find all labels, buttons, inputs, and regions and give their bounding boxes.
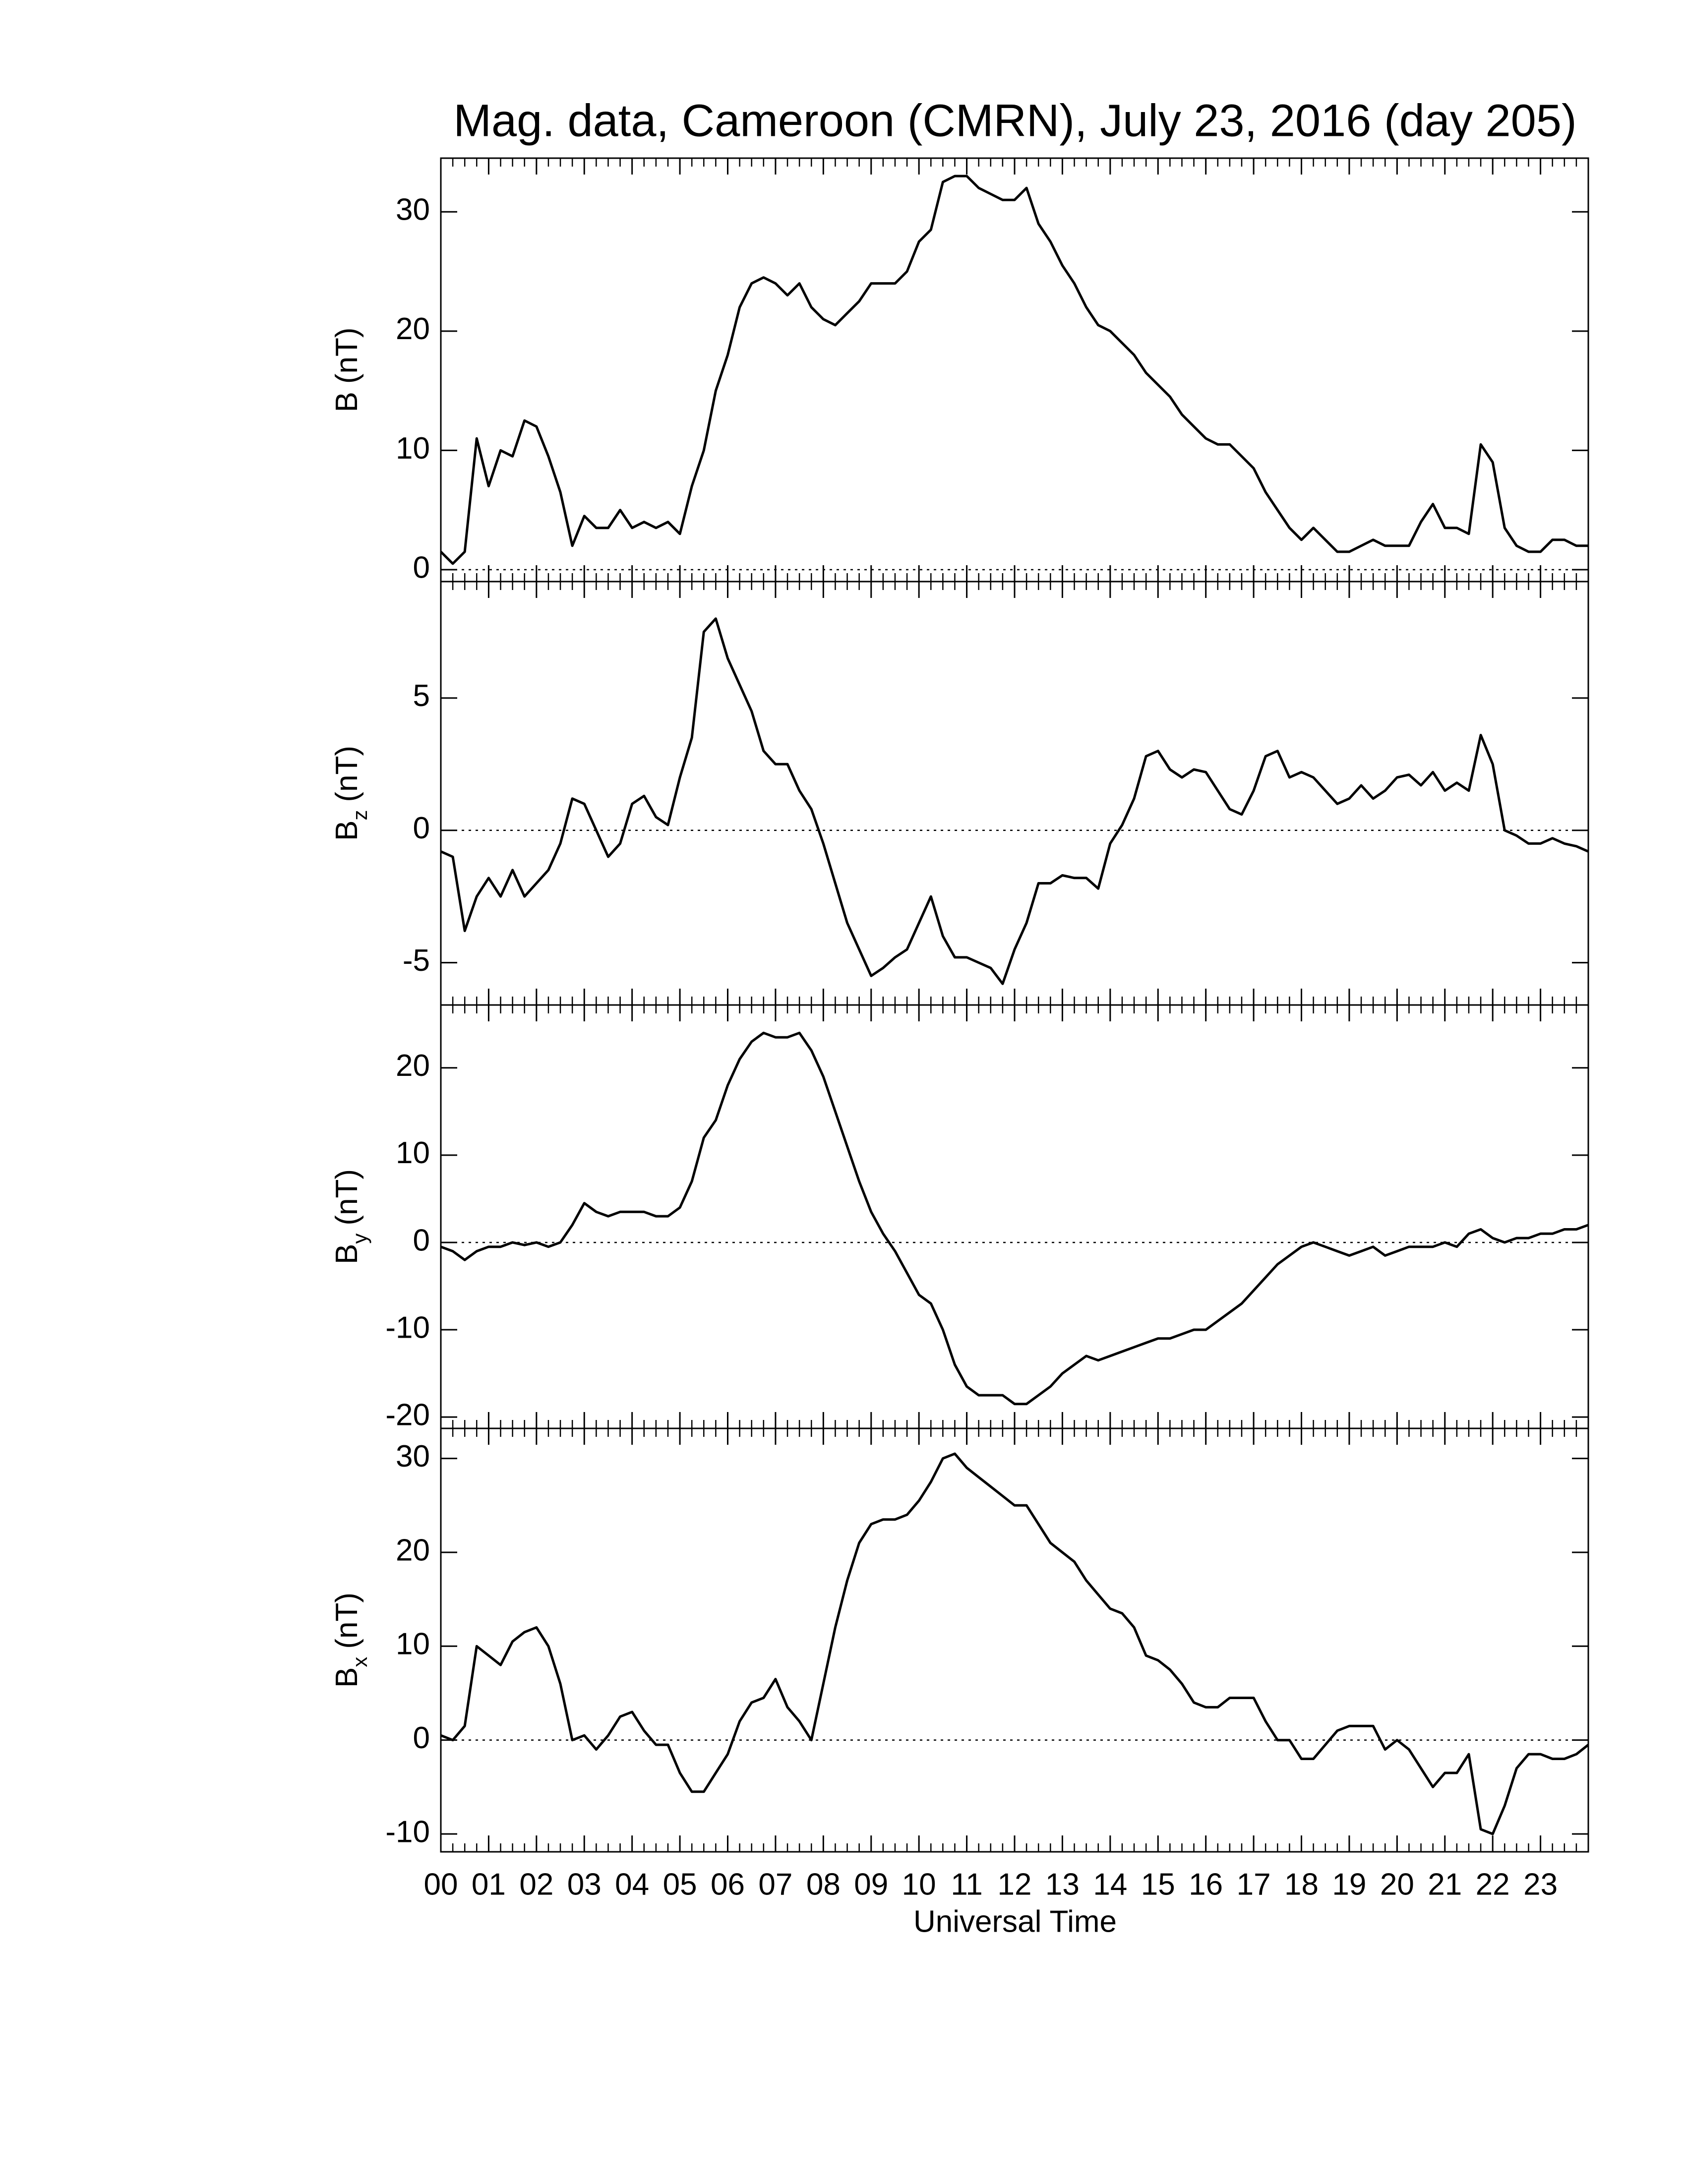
x-tick-label: 14 [1093,1867,1127,1901]
y-tick-label: 20 [396,312,430,346]
data-line [440,1031,1589,1406]
x-tick-label: 03 [567,1867,602,1901]
x-tick-label: 22 [1476,1867,1510,1901]
y-tick-label: 20 [396,1533,430,1567]
y-label-sub: x [348,1657,371,1667]
x-tick-label: 09 [854,1867,888,1901]
y-tick-label: 10 [396,1136,430,1170]
y-label-sub: y [348,1234,371,1244]
chart-title: Mag. data, Cameroon (CMRN), July 23, 201… [453,95,1576,146]
y-label-unit: (nT) [330,1593,364,1649]
x-tick-label: 06 [711,1867,745,1901]
x-tick-label: 04 [615,1867,649,1901]
y-tick-label: -10 [385,1815,430,1849]
y-tick-label: 30 [396,193,430,227]
x-tick-label: 11 [951,1867,982,1901]
y-tick-label: 0 [413,1223,430,1257]
x-tick-label: 23 [1523,1867,1558,1901]
y-tick-label: 0 [413,550,430,585]
x-tick-label: 13 [1045,1867,1080,1901]
y-label-sub: z [348,810,371,821]
x-tick-label: 05 [663,1867,697,1901]
y-label-unit: (nT) [330,1169,364,1226]
x-tick-label: 08 [806,1867,841,1901]
x-tick-label: 18 [1284,1867,1319,1901]
y-label-base: B [330,1244,364,1264]
x-tick-label: 21 [1428,1867,1462,1901]
y-label-unit: (nT) [330,746,364,802]
x-tick-label: 16 [1189,1867,1223,1901]
x-tick-label: 19 [1332,1867,1366,1901]
y-label-base: B [330,392,364,412]
y-label-base: B [330,1667,364,1688]
x-axis-label: Universal Time [913,1904,1117,1939]
y-axis-label: Bz (nT) [330,746,371,841]
y-axis-label: B (nT) [330,327,364,412]
y-axis-label: By (nT) [330,1169,371,1264]
y-tick-label: 0 [413,811,430,845]
y-tick-label: 10 [396,431,430,466]
x-tick-label: 10 [902,1867,936,1901]
y-tick-label: 10 [396,1627,430,1661]
data-line [440,175,1588,565]
x-tick-label: 12 [998,1867,1032,1901]
y-tick-label: 0 [413,1721,430,1755]
y-label-unit: (nT) [330,327,364,384]
x-tick-label: 02 [519,1867,553,1901]
x-tick-label: 01 [472,1867,506,1901]
x-tick-label: 15 [1141,1867,1175,1901]
x-tick-label: 20 [1380,1867,1414,1901]
x-tick-label: 00 [424,1867,458,1901]
x-tick-label: 07 [758,1867,792,1901]
y-tick-label: -20 [385,1398,430,1432]
data-line [440,617,1589,985]
y-tick-label: -5 [403,944,430,978]
y-tick-label: 20 [396,1049,430,1083]
data-line [440,1452,1589,1835]
y-tick-label: 30 [396,1439,430,1474]
y-tick-label: -10 [385,1310,430,1345]
y-tick-label: 5 [413,679,430,713]
y-label-base: B [330,821,364,841]
y-axis-label: Bx (nT) [330,1593,371,1688]
x-tick-label: 17 [1237,1867,1271,1901]
